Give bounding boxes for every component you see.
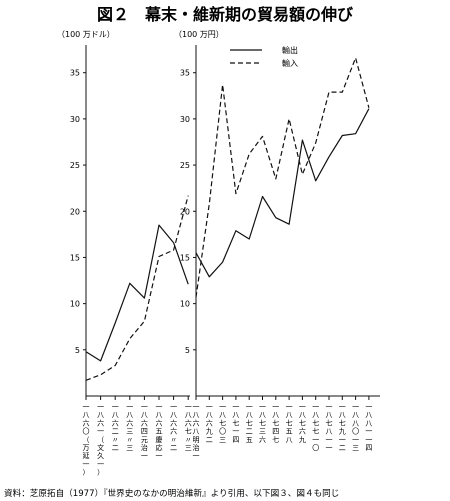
left-x-tick-label: 一八六一（文久一） — [97, 403, 104, 477]
right-x-tick-label: 一八七四七 — [272, 403, 279, 444]
chart-title: 図２ 幕末・維新期の貿易額の伸び — [97, 5, 354, 24]
left-y-tick-label: 35 — [70, 69, 80, 78]
left-y-tick-label: 30 — [70, 115, 80, 124]
right-y-tick-label: 10 — [180, 300, 190, 309]
right-x-tick-label: 一八八一一四 — [365, 403, 372, 452]
left-y-tick-label: 15 — [70, 253, 80, 262]
right-x-tick-label: 一八六八明治一 — [193, 403, 200, 460]
right-y-ticks: 5 10 15 20 25 30 35 — [180, 69, 196, 355]
right-series-group — [195, 57, 370, 298]
left-series-export-line — [85, 224, 189, 362]
left-y-tick-label: 5 — [75, 346, 80, 355]
legend: 輸出 輸入 — [230, 45, 298, 68]
left-x-tick-label: 一八六二〃二 — [112, 403, 119, 452]
right-y-axis-label: （100 万円） — [174, 30, 224, 39]
right-y-tick-label: 5 — [185, 346, 190, 355]
right-x-tick-label: 一八七五八 — [286, 403, 293, 444]
right-x-ticks: 一八六八明治一一八六九二一八七〇三一八七一四一八七二五一八七三六一八七四七一八七… — [193, 396, 372, 460]
right-x-tick-label: 一八七〇三 — [219, 403, 226, 444]
right-y-tick-label: 30 — [180, 115, 190, 124]
left-y-tick-label: 10 — [70, 300, 80, 309]
left-y-axis-label: （100 万ドル） — [57, 30, 115, 39]
right-x-tick-label: 一八七九一二 — [339, 403, 346, 452]
right-x-tick-label: 一八八〇一三 — [352, 403, 359, 452]
right-y-tick-label: 35 — [180, 69, 190, 78]
right-x-tick-label: 一八七二五 — [246, 403, 253, 444]
left-x-tick-label: 一八六五慶応一 — [156, 403, 163, 460]
left-x-tick-label: 一八六七〃三 — [185, 403, 192, 452]
left-y-tick-label: 25 — [70, 161, 80, 170]
right-panel: （100 万円） 5 10 15 20 25 30 35 一八六八明治一一八六九二一八七〇三… — [174, 30, 380, 460]
left-x-tick-label: 一八六四元治一 — [141, 403, 148, 460]
left-y-tick-label: 20 — [70, 207, 80, 216]
right-x-tick-label: 一八七七一〇 — [312, 403, 319, 452]
right-y-tick-label: 15 — [180, 253, 190, 262]
left-x-tick-label: 一八六〇（万延一） — [83, 403, 90, 477]
right-y-tick-label: 25 — [180, 161, 190, 170]
left-series-group — [85, 195, 189, 381]
right-x-tick-label: 一八七六九 — [299, 403, 306, 444]
left-series-import-line — [85, 195, 189, 381]
source-note: 資料：芝原拓自（1977）『世界史のなかの明治維新』より引用、以下図３、図４も同… — [4, 487, 339, 499]
legend-export-label: 輸出 — [282, 45, 298, 55]
right-x-tick-label: 一八六九二 — [206, 403, 213, 444]
right-series-export-line — [195, 108, 370, 278]
right-series-import-line — [195, 57, 370, 298]
right-x-tick-label: 一八七三六 — [259, 403, 266, 444]
right-y-tick-label: 20 — [180, 207, 190, 216]
left-x-tick-label: 一八六六〃二 — [170, 403, 177, 452]
legend-import-label: 輸入 — [282, 58, 298, 68]
left-panel: （100 万ドル） 5 10 15 20 25 30 35 一八六〇（万延一） 一八六一（文久… — [57, 30, 192, 477]
left-x-tick-label: 一八六三〃三 — [126, 403, 133, 452]
right-x-tick-label: 一八七八一一 — [326, 403, 333, 452]
left-y-ticks: 5 10 15 20 25 30 35 — [70, 69, 86, 355]
right-x-tick-label: 一八七一四 — [232, 403, 239, 444]
